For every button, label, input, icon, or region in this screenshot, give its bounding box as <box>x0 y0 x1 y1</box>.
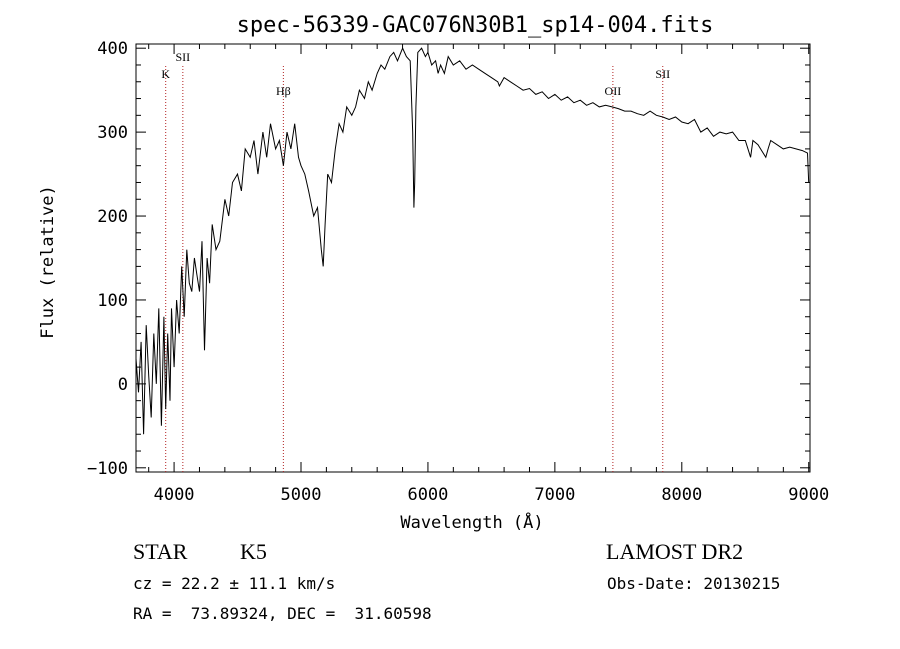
spectral-line-label: SII <box>176 50 191 64</box>
subclass: K5 <box>240 539 267 564</box>
y-tick-label: 400 <box>97 39 128 59</box>
plot-frame <box>135 43 811 473</box>
spectral-line-label: Hβ <box>276 84 291 98</box>
x-axis-label: Wavelength (Å) <box>400 511 543 533</box>
axis-ticks: 4000 5000 6000 7000 8000 9000 −100 0 100 200 300 40… <box>87 39 829 505</box>
x-tick-label: 9000 <box>788 485 829 505</box>
x-tick-label: 8000 <box>661 485 702 505</box>
y-tick-label: −100 <box>87 459 128 479</box>
obs-date-text: Obs-Date: 20130215 <box>607 574 781 593</box>
spectrum-line <box>135 46 810 435</box>
y-axis-label: Flux (relative) <box>38 185 58 339</box>
chart-title: spec-56339-GAC076N30B1_sp14-004.fits <box>237 13 714 38</box>
coordinates-text: RA = 73.89324, DEC = 31.60598 <box>133 604 432 623</box>
spectral-line-label: K <box>161 67 170 81</box>
spectral-line-markers: K SII Hβ OII SII <box>161 50 670 472</box>
y-tick-label: 0 <box>118 375 128 395</box>
spectral-line-label: OII <box>605 84 622 98</box>
x-tick-label: 7000 <box>534 485 575 505</box>
spectral-line-label: SII <box>655 67 670 81</box>
redshift-text: cz = 22.2 ± 11.1 km/s <box>133 574 336 593</box>
y-tick-label: 100 <box>97 291 128 311</box>
survey-name: LAMOST DR2 <box>606 539 744 564</box>
y-tick-label: 300 <box>97 123 128 143</box>
object-type: STAR <box>133 539 188 564</box>
x-tick-label: 5000 <box>281 485 322 505</box>
y-tick-label: 200 <box>97 207 128 227</box>
x-tick-label: 6000 <box>407 485 448 505</box>
x-tick-label: 4000 <box>154 485 195 505</box>
